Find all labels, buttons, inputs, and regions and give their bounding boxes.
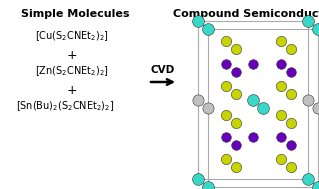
Point bbox=[278, 84, 283, 88]
Point bbox=[288, 92, 293, 95]
Point bbox=[223, 113, 228, 116]
Point bbox=[205, 185, 211, 188]
Point bbox=[288, 122, 293, 125]
Text: CVD: CVD bbox=[151, 65, 175, 75]
Point bbox=[306, 19, 311, 22]
Point bbox=[278, 113, 283, 116]
Point bbox=[278, 63, 283, 66]
Point bbox=[233, 122, 238, 125]
Point bbox=[196, 98, 201, 101]
Text: Simple Molecules: Simple Molecules bbox=[21, 9, 129, 19]
Point bbox=[233, 70, 238, 74]
Point bbox=[196, 19, 201, 22]
Point bbox=[288, 47, 293, 50]
Point bbox=[223, 136, 228, 139]
Point bbox=[233, 47, 238, 50]
Point bbox=[306, 98, 311, 101]
Point bbox=[250, 98, 256, 101]
Point bbox=[315, 185, 319, 188]
Point bbox=[233, 92, 238, 95]
Point bbox=[315, 106, 319, 109]
Point bbox=[260, 106, 265, 109]
Point bbox=[196, 177, 201, 180]
Point bbox=[233, 143, 238, 146]
Text: Compound Semiconductor: Compound Semiconductor bbox=[173, 9, 319, 19]
Text: +: + bbox=[67, 49, 77, 62]
Point bbox=[315, 27, 319, 30]
Text: $\mathregular{[Cu(S_2CNEt_2)_2]}$: $\mathregular{[Cu(S_2CNEt_2)_2]}$ bbox=[35, 29, 109, 43]
Point bbox=[223, 63, 228, 66]
Point bbox=[288, 143, 293, 146]
Point bbox=[205, 27, 211, 30]
Point bbox=[288, 70, 293, 74]
Point bbox=[223, 157, 228, 160]
Point bbox=[306, 177, 311, 180]
Text: $\mathregular{[Sn(Bu)_2(S_2CNEt_2)_2]}$: $\mathregular{[Sn(Bu)_2(S_2CNEt_2)_2]}$ bbox=[16, 99, 114, 113]
Text: +: + bbox=[67, 84, 77, 97]
Point bbox=[278, 136, 283, 139]
Point bbox=[278, 40, 283, 43]
Point bbox=[250, 63, 256, 66]
Point bbox=[223, 84, 228, 88]
Point bbox=[223, 40, 228, 43]
Point bbox=[233, 166, 238, 169]
Point bbox=[205, 106, 211, 109]
Point bbox=[278, 157, 283, 160]
Text: $\mathregular{[Zn(S_2CNEt_2)_2]}$: $\mathregular{[Zn(S_2CNEt_2)_2]}$ bbox=[35, 64, 109, 78]
Point bbox=[288, 166, 293, 169]
Point bbox=[250, 136, 256, 139]
